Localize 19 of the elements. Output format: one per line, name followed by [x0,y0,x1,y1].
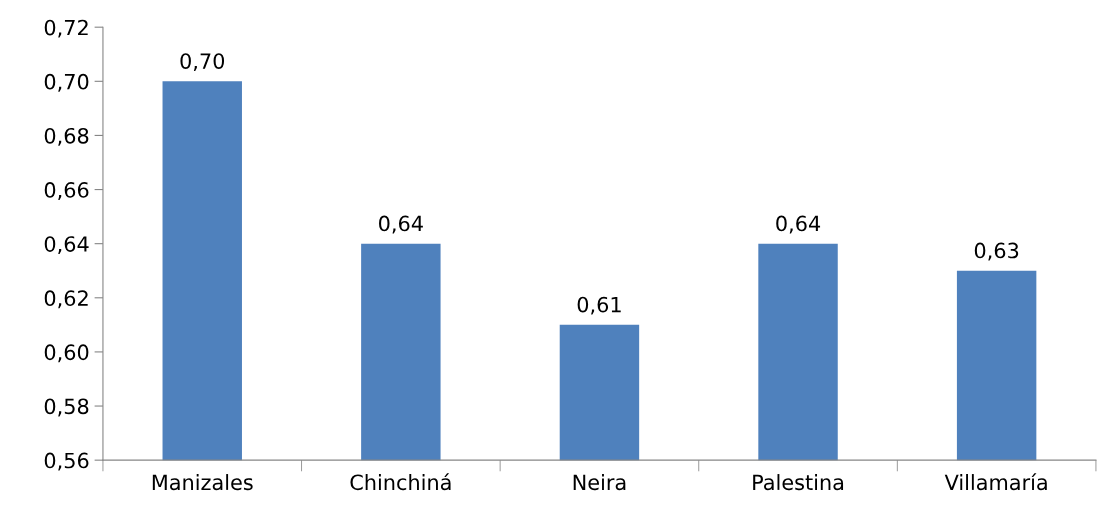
y-tick-label: 0,64 [44,236,89,255]
data-label: 0,70 [180,53,225,72]
data-label: 0,64 [379,215,423,234]
data-label: 0,64 [776,215,821,234]
y-tick-label: 0,58 [44,398,89,417]
x-tick-label: Chinchiná [350,473,451,491]
y-tick-label: 0,66 [44,182,89,200]
y-tick-label: 0,72 [44,19,88,38]
x-tick-label: Palestina [753,474,844,491]
data-label: 0,63 [974,242,1019,261]
y-tick-label: 0,68 [44,127,89,146]
data-label: 0,61 [577,296,621,315]
y-tick-label: 0,62 [44,290,88,309]
x-tick-label: Villamaría [944,473,1047,491]
y-tick-label: 0,60 [44,344,89,363]
x-tick-label: Neira [573,474,626,491]
y-tick-label: 0,56 [44,452,89,471]
y-tick-label: 0,70 [44,73,89,92]
x-tick-label: Manizales [152,474,253,491]
